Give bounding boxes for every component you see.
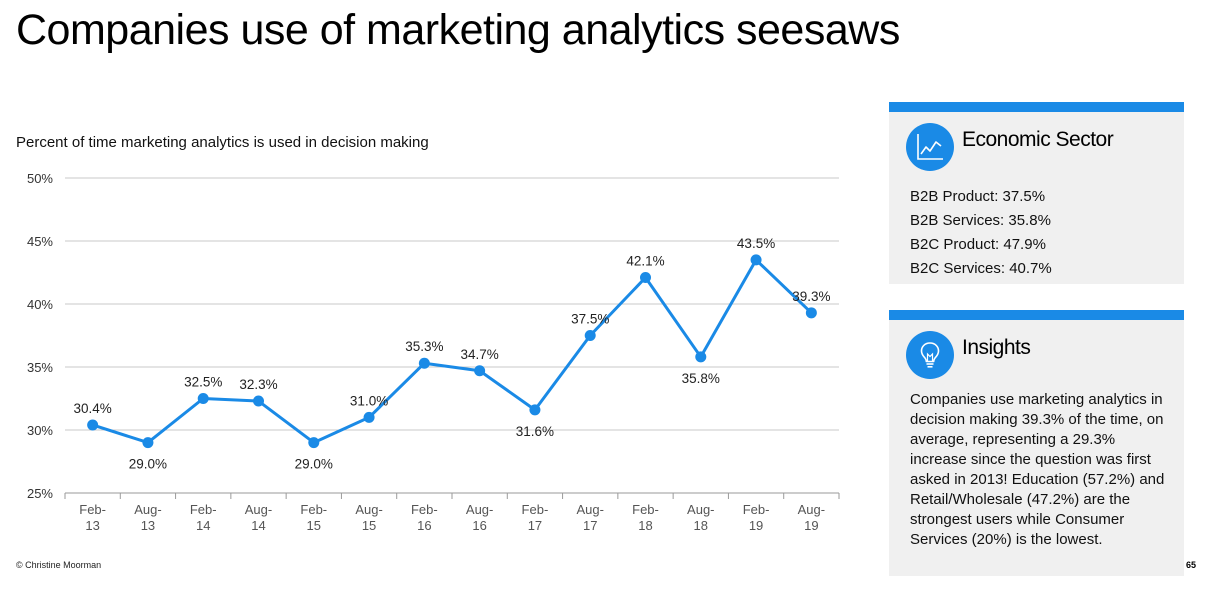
y-axis-ticks: 25% 30% 35% 40% 45% 50%: [27, 171, 53, 501]
x-tick-label: Feb-17: [522, 502, 549, 533]
grid-lines: [65, 177, 839, 494]
data-point: [142, 437, 154, 449]
y-tick-label: 25%: [27, 486, 53, 501]
line-chart: 25% 30% 35% 40% 45% 50% Feb-13 Aug-13 Feb-14 Aug…: [27, 171, 840, 533]
line-chart-icon: [906, 123, 954, 171]
x-tick-label: Aug-15: [355, 502, 382, 533]
insights-heading: Insights: [962, 336, 1031, 359]
data-label: 35.8%: [682, 371, 720, 386]
x-tick-label: Aug-19: [798, 502, 825, 533]
data-label: 32.3%: [239, 377, 277, 392]
page-number: 65: [1186, 560, 1197, 570]
series-line: [91, 258, 813, 445]
data-point: [253, 395, 264, 407]
data-point: [695, 351, 707, 363]
data-point: [529, 404, 541, 416]
data-label: 29.0%: [295, 457, 333, 472]
sector-item-b2c-product: B2C Product: 47.9%: [910, 236, 1046, 253]
data-point: [308, 437, 320, 449]
data-point: [418, 357, 430, 369]
x-tick-label: Feb-18: [632, 502, 659, 533]
economic-sector-panel: Economic Sector B2B Product: 37.5% B2B S…: [889, 102, 1184, 284]
data-label: 31.0%: [350, 393, 388, 408]
lightbulb-icon: [906, 331, 954, 379]
data-label: 29.0%: [129, 457, 167, 472]
x-axis-ticks: Feb-13 Aug-13 Feb-14 Aug-14 Feb-15 Aug-15 Feb-…: [64, 493, 840, 533]
x-tick-label: Feb-15: [300, 502, 327, 533]
data-label: 35.3%: [405, 339, 443, 354]
x-tick-label: Feb-19: [743, 502, 770, 533]
x-tick-label: Feb-13: [79, 502, 106, 533]
x-tick-label: Aug-13: [134, 502, 161, 533]
x-tick-label: Feb-16: [411, 502, 438, 533]
sector-item-b2b-services: B2B Services: 35.8%: [910, 212, 1051, 229]
insights-panel: Insights Companies use marketing analyti…: [889, 310, 1184, 576]
data-point: [805, 307, 817, 319]
data-label: 32.5%: [184, 375, 222, 390]
data-point: [750, 254, 762, 266]
footer-credit: © Christine Moorman: [16, 560, 102, 570]
data-point: [197, 393, 209, 404]
x-tick-label: Aug-16: [466, 502, 493, 533]
data-label: 37.5%: [571, 312, 609, 327]
y-tick-label: 35%: [27, 360, 53, 375]
x-tick-label: Aug-14: [245, 502, 272, 533]
sector-item-b2c-services: B2C Services: 40.7%: [910, 260, 1052, 277]
data-points: [87, 254, 817, 449]
data-label: 31.6%: [516, 424, 554, 439]
x-tick-label: Feb-14: [190, 502, 217, 533]
data-label: 42.1%: [626, 254, 664, 269]
insights-text: Companies use marketing analytics in dec…: [910, 391, 1165, 548]
data-point: [87, 419, 99, 431]
data-label: 43.5%: [737, 236, 775, 251]
data-point: [584, 330, 596, 341]
sector-item-b2b-product: B2B Product: 37.5%: [910, 188, 1046, 205]
page-title: Companies use of marketing analytics see…: [16, 6, 900, 54]
data-label: 30.4%: [74, 401, 112, 416]
x-tick-label: Aug-18: [687, 502, 714, 533]
data-point: [363, 411, 375, 423]
data-label: 34.7%: [461, 347, 499, 362]
y-tick-label: 45%: [27, 234, 53, 249]
economic-sector-heading: Economic Sector: [962, 128, 1114, 151]
y-tick-label: 40%: [27, 297, 53, 312]
data-point: [474, 365, 486, 377]
data-point: [640, 272, 651, 284]
y-tick-label: 50%: [27, 171, 53, 186]
data-labels: 30.4% 29.0% 32.5% 32.3% 29.0% 31.0% 35.3% 34.7%…: [74, 236, 831, 472]
x-tick-label: Aug-17: [576, 502, 603, 533]
y-tick-label: 30%: [27, 423, 53, 438]
sector-list: B2B Product: 37.5% B2B Services: 35.8% B…: [910, 185, 1052, 281]
chart-subtitle: Percent of time marketing analytics is u…: [16, 134, 429, 151]
data-label: 39.3%: [792, 289, 830, 304]
